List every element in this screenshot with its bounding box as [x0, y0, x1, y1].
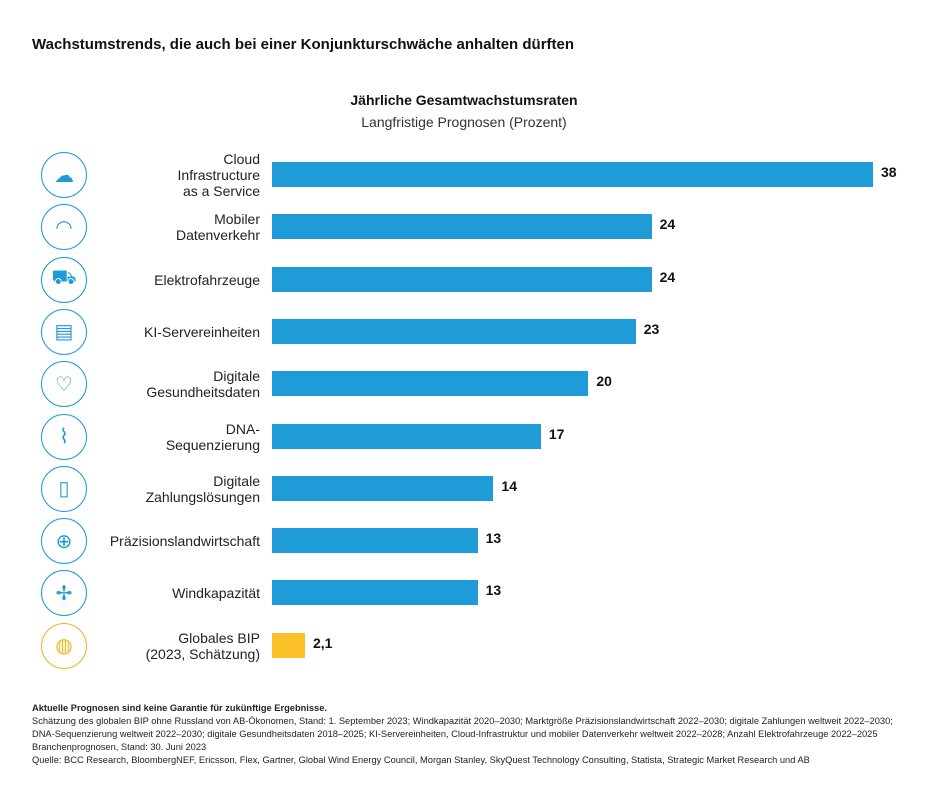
footnote-line: DNA-Sequenzierung weltweit 2022–2030; di…: [32, 729, 878, 739]
bar-row: ◍ Globales BIP (2023, Schätzung) 2,1: [0, 620, 940, 675]
wifi-icon: ◠: [41, 204, 87, 251]
bar-row: ⛟ Elektrofahrzeuge 24: [0, 254, 940, 309]
category-label-line: Cloud: [223, 151, 260, 167]
page-title: Wachstumstrends, die auch bei einer Konj…: [32, 36, 575, 53]
server-icon: ▤: [41, 308, 87, 355]
value-label: 20: [596, 373, 612, 390]
electric-car-icon: ⛟: [41, 256, 87, 303]
plant-target-icon: ⊕: [41, 518, 87, 565]
category-label-line: Präzisionslandwirtschaft: [109, 533, 260, 550]
value-label: 24: [659, 216, 676, 233]
footnote-line: Schätzung des globalen BIP ohne Russland…: [32, 716, 893, 726]
heart-plus-icon: ♡: [41, 361, 87, 408]
disclaimer: Aktuelle Prognosen sind keine Garantie f…: [32, 703, 327, 713]
category-label: KI-Servereinheiten: [60, 306, 260, 358]
bar-row: ♡ Digitale Gesundheitsdaten 20: [0, 361, 940, 413]
wind-turbine-icon: ✢: [41, 570, 87, 617]
bar: [272, 632, 305, 658]
category-label: Windkapazität: [60, 567, 260, 619]
category-label-line: Globales BIP: [178, 629, 260, 646]
category-label: Cloud Infrastructure as a Service: [60, 149, 260, 201]
category-label-line: Datenverkehr: [175, 227, 260, 244]
value-label: 17: [548, 425, 565, 442]
bar: [272, 580, 478, 606]
value-label: 13: [485, 582, 502, 599]
category-label: Digitale Zahlungslösungen: [60, 463, 260, 515]
category-label-line: as a Service: [182, 183, 260, 199]
value-label: 23: [643, 320, 660, 337]
category-label: DNA- Sequenzierung: [60, 411, 260, 463]
bar: [272, 214, 652, 240]
bar: [272, 423, 541, 449]
value-label: 38: [881, 164, 897, 180]
bar-row: ☁ Cloud Infrastructure as a Service 38: [0, 149, 940, 204]
bar-row: ⊕ Präzisionslandwirtschaft 13: [0, 518, 940, 570]
bar: [272, 528, 478, 554]
bar-row: ▯ Digitale Zahlungslösungen 14: [0, 463, 940, 518]
bar-row: ✢ Windkapazität 13: [0, 570, 940, 622]
value-label: 2,1: [313, 634, 333, 651]
category-label: Präzisionslandwirtschaft: [60, 515, 260, 567]
footnotes: Aktuelle Prognosen sind keine Garantie f…: [32, 702, 922, 767]
value-label: 24: [659, 268, 676, 285]
bar-row: ◠ Mobiler Datenverkehr 24: [0, 204, 940, 256]
chart-subtitle: Langfristige Prognosen (Prozent): [361, 114, 567, 130]
chart-title: Jährliche Gesamtwachstumsraten: [350, 92, 578, 108]
category-label-line: (2023, Schätzung): [145, 645, 260, 662]
bar-row: ▤ KI-Servereinheiten 23: [0, 306, 940, 361]
bar: [272, 475, 494, 501]
category-label-line: Zahlungslösungen: [145, 488, 260, 505]
category-label: Globales BIP (2023, Schätzung): [60, 620, 260, 672]
category-label-line: DNA-: [225, 420, 260, 437]
source-note: Quelle: BCC Research, BloombergNEF, Eric…: [32, 755, 810, 765]
category-label-line: Mobiler: [214, 211, 260, 228]
category-label-line: Elektrofahrzeuge: [154, 271, 260, 288]
globe-growth-icon: ◍: [41, 622, 87, 669]
bar-row: ⌇ DNA- Sequenzierung 17: [0, 411, 940, 466]
mobile-payment-icon: ▯: [41, 465, 87, 512]
category-label-line: Infrastructure: [177, 167, 260, 183]
value-label: 14: [501, 477, 517, 494]
category-label-line: Gesundheitsdaten: [146, 384, 260, 401]
bar: [272, 318, 636, 344]
category-label-line: Digitale: [213, 472, 260, 489]
category-label-line: Windkapazität: [172, 585, 260, 602]
footnote-line: Branchenprognosen, Stand: 30. Juni 2023: [32, 742, 207, 752]
value-label: 13: [485, 530, 502, 547]
cloud-server-icon: ☁: [41, 152, 87, 198]
bar: [272, 266, 652, 292]
category-label-line: Sequenzierung: [165, 436, 260, 453]
dna-icon: ⌇: [41, 413, 87, 460]
category-label: Mobiler Datenverkehr: [60, 201, 260, 253]
bar: [272, 371, 589, 397]
category-label: Digitale Gesundheitsdaten: [60, 358, 260, 410]
category-label-line: KI-Servereinheiten: [144, 323, 260, 340]
bar: [272, 162, 873, 187]
category-label-line: Digitale: [213, 368, 260, 385]
category-label: Elektrofahrzeuge: [60, 254, 260, 306]
